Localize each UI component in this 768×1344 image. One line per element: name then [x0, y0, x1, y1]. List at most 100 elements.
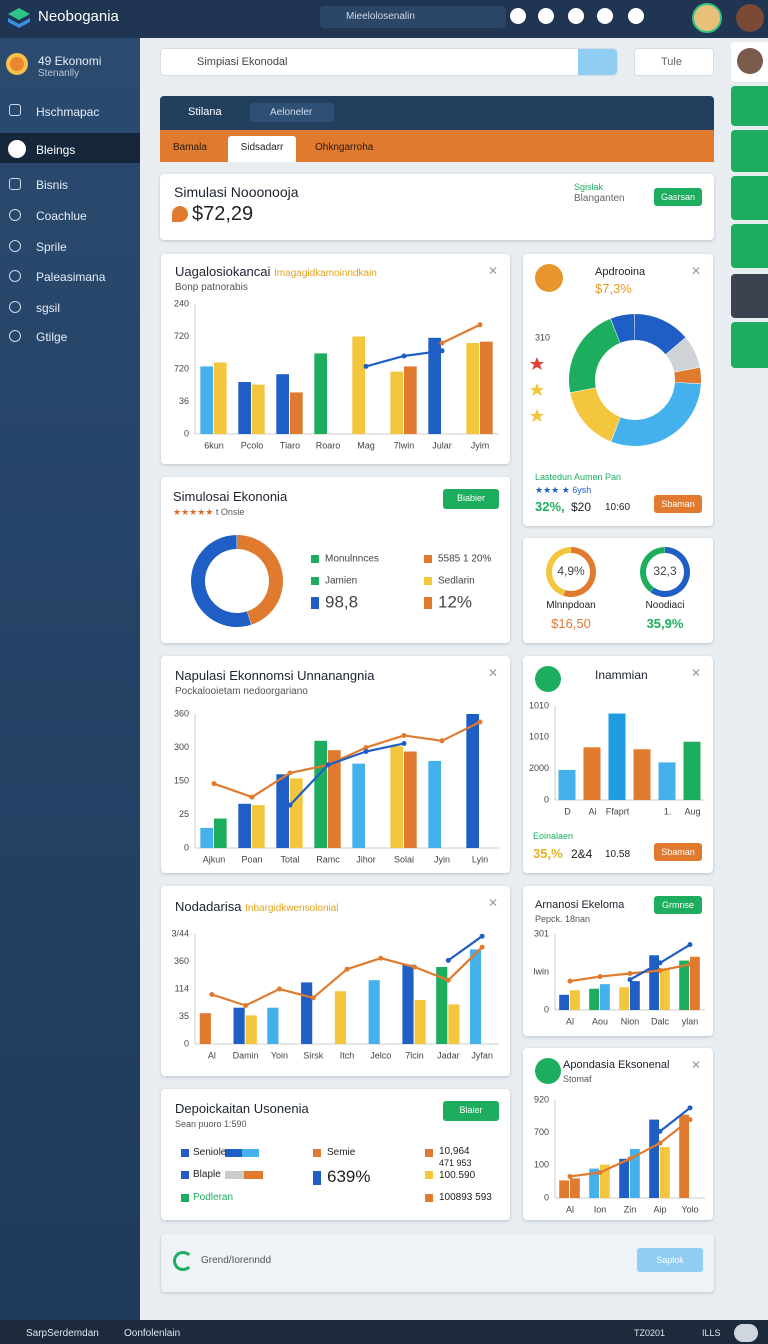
x-tick-label: Mag	[357, 440, 375, 450]
avatar[interactable]	[692, 3, 722, 33]
value: $7,3%	[595, 281, 632, 296]
bar	[600, 1164, 610, 1198]
x-tick-label: Solai	[394, 854, 414, 864]
chart: 310	[530, 314, 701, 446]
swatch-bar	[225, 1149, 259, 1157]
item-icon	[9, 330, 21, 342]
x-tick-label: Nion	[621, 1016, 640, 1026]
close[interactable]: ✕	[690, 1058, 701, 1072]
swatch	[425, 1171, 433, 1179]
chart-card: Apondasia Eksonenal Stomaf ✕ 0 100 700 920 A…	[523, 1048, 713, 1220]
close[interactable]: ✕	[690, 264, 701, 278]
point	[597, 1170, 603, 1176]
icon[interactable]	[734, 1324, 758, 1342]
side-button[interactable]	[731, 86, 768, 126]
point	[439, 348, 445, 354]
avatar[interactable]	[737, 48, 763, 74]
value: 100.590	[439, 1170, 476, 1181]
nav-item[interactable]: Bisnis	[36, 178, 69, 192]
select[interactable]: Aeloneler	[250, 103, 334, 122]
title: Simulasi Nooonooja	[174, 184, 299, 200]
x-tick-label: Poan	[241, 854, 262, 864]
pie-segment	[635, 314, 686, 355]
value: 639%	[327, 1167, 371, 1186]
nav-item[interactable]: Hschmapac	[36, 105, 100, 119]
select[interactable]: Stilana	[188, 106, 222, 118]
x-tick-label: Jyfan	[471, 1050, 493, 1060]
tab-active[interactable]: Sidsadarr	[228, 136, 296, 162]
close[interactable]: ✕	[690, 666, 701, 680]
icon[interactable]	[628, 8, 644, 24]
pie-segment	[674, 367, 701, 384]
button[interactable]: Blaier	[443, 1101, 499, 1121]
nav-item[interactable]: Bleings	[36, 143, 76, 157]
button[interactable]: Gasrsan	[654, 188, 702, 206]
filter[interactable]: Tule	[634, 48, 714, 76]
chart: 4,9% 32,3	[546, 547, 690, 597]
bar	[570, 1178, 580, 1198]
close[interactable]: ✕	[487, 896, 498, 910]
x-tick-label: ylan	[682, 1016, 699, 1026]
avatar[interactable]	[736, 4, 764, 32]
x-tick-label: Total	[280, 854, 299, 864]
bar	[233, 1007, 245, 1044]
icon	[173, 1251, 193, 1271]
bar	[199, 1013, 211, 1044]
title: Inammian	[595, 668, 648, 682]
bar	[630, 981, 640, 1010]
point	[211, 781, 217, 787]
side-button[interactable]	[731, 130, 768, 172]
bar	[589, 988, 599, 1010]
legend-label: Sedlarin	[438, 576, 475, 587]
chart: 0 25 150 300 360 Ajkun Poan Total Ramc Jihor Solai…	[174, 708, 499, 864]
side-button[interactable]	[731, 322, 768, 368]
search-button[interactable]	[578, 49, 617, 75]
point	[287, 802, 293, 808]
point	[249, 794, 255, 800]
row-label: Podleran	[193, 1192, 234, 1203]
button[interactable]: Sbaman	[654, 843, 702, 861]
side-button[interactable]	[731, 274, 768, 318]
icon[interactable]	[597, 8, 613, 24]
button[interactable]: Sbaman	[654, 495, 702, 513]
search-input[interactable]: Simpiasi Ekonodal	[160, 48, 618, 76]
close[interactable]: ✕	[487, 666, 498, 680]
button[interactable]: Biabier	[443, 489, 499, 509]
bar	[658, 762, 676, 800]
side-button[interactable]	[731, 176, 768, 220]
legend-label: 12%	[438, 592, 472, 611]
close[interactable]: ✕	[487, 264, 498, 278]
nav-item[interactable]: sgsil	[36, 301, 61, 315]
y-tick-label: 700	[534, 1127, 549, 1137]
bar	[469, 949, 482, 1044]
y-tick-label: 3/44	[171, 928, 189, 938]
icon	[535, 264, 563, 292]
bar	[414, 1000, 426, 1044]
chart-card: Arnanosi Ekeloma Pepck. 18nan Grmnse 0 lw…	[523, 886, 713, 1036]
icon[interactable]	[510, 8, 526, 24]
pie-segment	[570, 387, 621, 442]
tab[interactable]: Bamala	[173, 142, 207, 153]
icon[interactable]	[538, 8, 554, 24]
bar	[466, 343, 479, 434]
nav-item[interactable]: Sprile	[36, 240, 67, 254]
bar	[245, 1015, 257, 1044]
point	[439, 340, 445, 346]
side-button[interactable]	[731, 224, 768, 268]
top-search[interactable]: Mieelolosenalin	[320, 6, 506, 28]
icon[interactable]	[568, 8, 584, 24]
toolbar	[160, 96, 714, 130]
button[interactable]: Saplok	[637, 1248, 703, 1272]
point	[477, 719, 483, 725]
note: Stomaf	[563, 1074, 592, 1084]
bar	[390, 371, 403, 434]
button[interactable]: Grmnse	[654, 896, 702, 914]
nav-item[interactable]: Coachlue	[36, 209, 87, 223]
point	[310, 995, 316, 1001]
nav-item[interactable]: Paleasimana	[36, 270, 106, 284]
nav-item[interactable]: Gtilge	[36, 330, 68, 344]
point	[363, 745, 369, 750]
line	[441, 323, 481, 344]
line	[447, 935, 483, 962]
tab[interactable]: Ohkngarroha	[315, 142, 374, 153]
